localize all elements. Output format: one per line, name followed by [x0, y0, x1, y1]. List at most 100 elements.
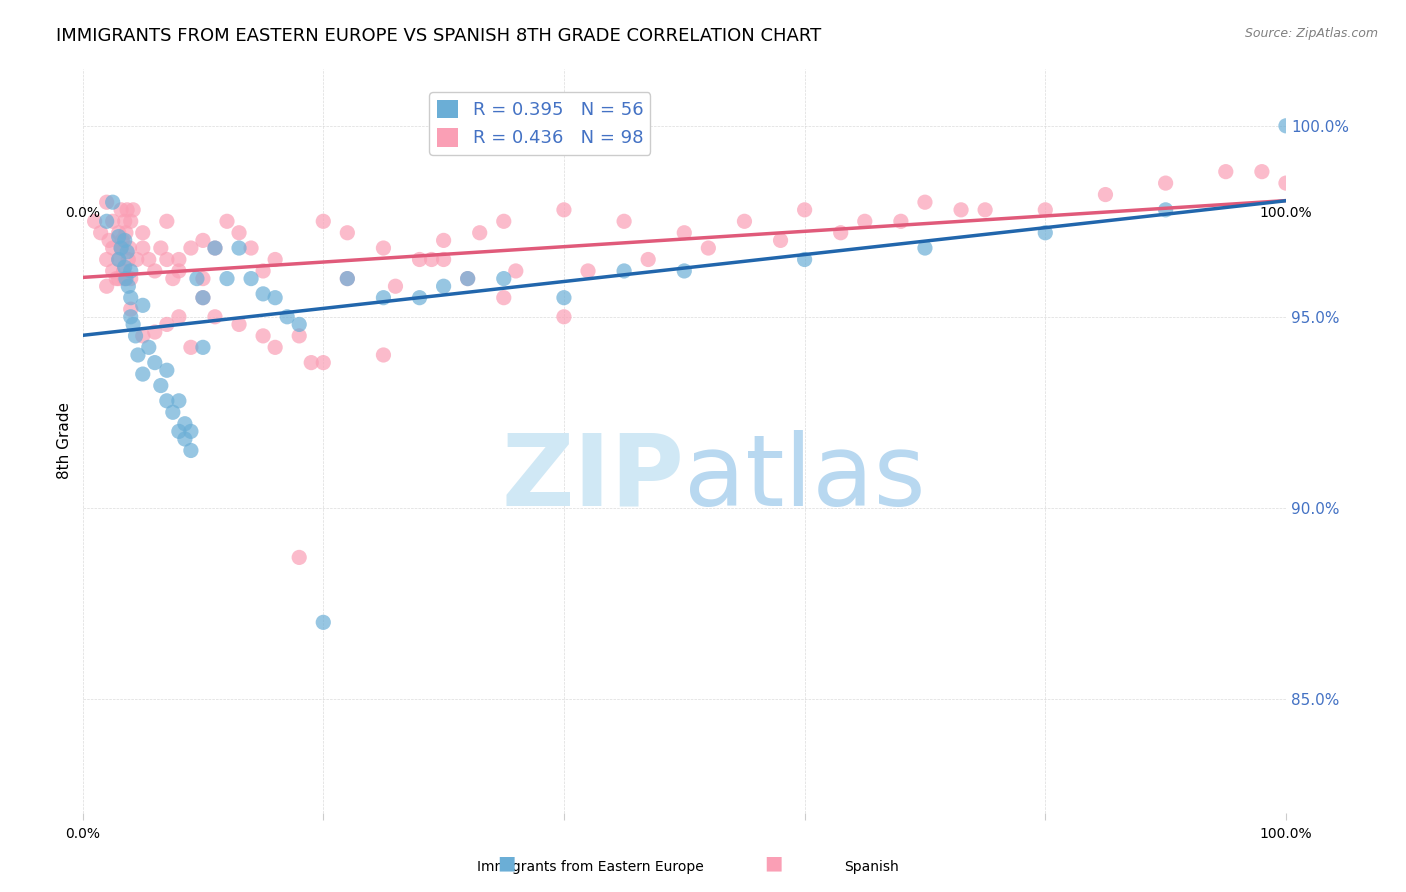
- Point: [492, 291, 515, 305]
- Point: [373, 241, 395, 255]
- Point: [96, 252, 118, 267]
- Point: [96, 195, 118, 210]
- Point: [132, 367, 155, 381]
- Point: [288, 329, 311, 343]
- Point: [124, 329, 146, 343]
- Point: [122, 318, 145, 332]
- Point: [156, 363, 179, 377]
- Text: ZIP: ZIP: [502, 430, 685, 526]
- Point: [138, 340, 160, 354]
- Point: [914, 195, 936, 210]
- Point: [117, 252, 139, 267]
- Point: [252, 329, 274, 343]
- Text: Source: ZipAtlas.com: Source: ZipAtlas.com: [1244, 27, 1378, 40]
- Point: [110, 241, 132, 255]
- Point: [149, 241, 172, 255]
- Point: [132, 241, 155, 255]
- Text: ■: ■: [763, 854, 783, 872]
- Point: [173, 417, 195, 431]
- Point: [408, 252, 430, 267]
- Point: [408, 291, 430, 305]
- Point: [114, 271, 136, 285]
- Point: [156, 318, 179, 332]
- Point: [228, 241, 250, 255]
- Point: [191, 271, 214, 285]
- Point: [117, 279, 139, 293]
- Point: [299, 356, 322, 370]
- Point: [107, 252, 129, 267]
- Point: [122, 202, 145, 217]
- Point: [697, 241, 720, 255]
- Point: [112, 264, 135, 278]
- Point: [120, 310, 142, 324]
- Point: [114, 214, 136, 228]
- Point: [830, 226, 852, 240]
- Point: [240, 241, 263, 255]
- Point: [950, 202, 973, 217]
- Point: [120, 264, 142, 278]
- Point: [492, 214, 515, 228]
- Point: [613, 264, 636, 278]
- Point: [138, 252, 160, 267]
- Point: [180, 443, 202, 458]
- Point: [143, 356, 166, 370]
- Point: [120, 302, 142, 317]
- Point: [553, 291, 575, 305]
- Point: [673, 226, 696, 240]
- Point: [167, 264, 190, 278]
- Point: [1033, 202, 1056, 217]
- Point: [215, 271, 238, 285]
- Point: [373, 348, 395, 362]
- Point: [264, 252, 287, 267]
- Point: [167, 310, 190, 324]
- Point: [252, 286, 274, 301]
- Point: [90, 226, 112, 240]
- Point: [191, 234, 214, 248]
- Point: [156, 393, 179, 408]
- Point: [914, 241, 936, 255]
- Point: [110, 202, 132, 217]
- Point: [433, 279, 456, 293]
- Point: [204, 310, 226, 324]
- Point: [101, 241, 124, 255]
- Point: [156, 214, 179, 228]
- Point: [1154, 202, 1177, 217]
- Point: [120, 291, 142, 305]
- Point: [457, 271, 479, 285]
- Point: [98, 234, 121, 248]
- Point: [191, 340, 214, 354]
- Point: [167, 252, 190, 267]
- Point: [769, 234, 792, 248]
- Point: [115, 226, 138, 240]
- Point: [312, 356, 335, 370]
- Text: 0.0%: 0.0%: [65, 827, 100, 841]
- Point: [733, 214, 755, 228]
- Point: [156, 252, 179, 267]
- Point: [96, 214, 118, 228]
- Point: [264, 291, 287, 305]
- Point: [132, 226, 155, 240]
- Point: [433, 252, 456, 267]
- Point: [127, 348, 149, 362]
- Point: [111, 234, 134, 248]
- Point: [180, 340, 202, 354]
- Point: [120, 214, 142, 228]
- Text: ■: ■: [496, 854, 516, 872]
- Point: [1275, 176, 1298, 190]
- Point: [114, 234, 136, 248]
- Point: [204, 241, 226, 255]
- Point: [1251, 164, 1274, 178]
- Point: [132, 298, 155, 312]
- Point: [673, 264, 696, 278]
- Point: [312, 214, 335, 228]
- Point: [276, 310, 298, 324]
- Point: [167, 425, 190, 439]
- Point: [204, 241, 226, 255]
- Point: [115, 271, 138, 285]
- Point: [114, 260, 136, 274]
- Point: [180, 241, 202, 255]
- Point: [576, 264, 599, 278]
- Point: [180, 425, 202, 439]
- Point: [553, 310, 575, 324]
- Point: [853, 214, 876, 228]
